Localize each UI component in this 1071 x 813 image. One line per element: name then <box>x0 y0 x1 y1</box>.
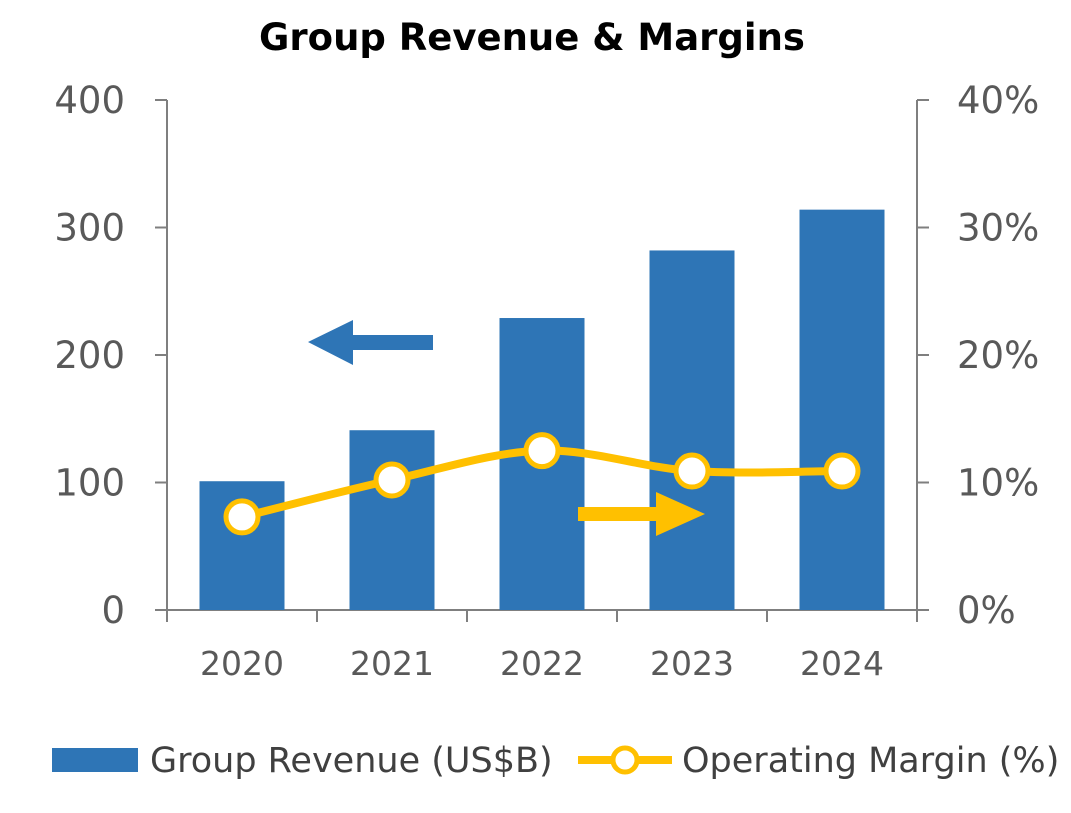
legend-line-marker <box>610 745 640 775</box>
right-axis-arrow <box>578 492 705 536</box>
x-tick-label: 2023 <box>650 644 734 683</box>
x-tick-label: 2021 <box>350 644 434 683</box>
y-right-tick-label: 40% <box>957 79 1039 122</box>
margin-point-2022 <box>523 432 561 470</box>
line-series <box>223 432 861 536</box>
bar-2021 <box>349 430 435 610</box>
legend-line-label: Operating Margin (%) <box>682 741 1059 781</box>
margin-point-2023 <box>673 452 711 490</box>
y-left-tick-label: 0 <box>101 589 125 632</box>
y-right-tick-label: 10% <box>957 462 1039 505</box>
bar-2023 <box>649 250 735 610</box>
y-left-tick-label: 400 <box>54 79 125 122</box>
y-left-tick-label: 100 <box>54 462 125 505</box>
x-tick-label: 2024 <box>800 644 884 683</box>
y-right-tick-label: 30% <box>957 207 1039 250</box>
margin-point-2020 <box>223 498 261 536</box>
y-left-tick-label: 300 <box>54 207 125 250</box>
x-tick-label: 2022 <box>500 644 584 683</box>
bars <box>199 209 885 610</box>
left-axis-arrow <box>308 320 433 365</box>
annotations <box>308 320 705 536</box>
legend-bar-swatch <box>52 748 138 772</box>
chart-title: Group Revenue & Margins <box>259 16 805 59</box>
y-right-tick-label: 20% <box>957 334 1039 377</box>
margin-point-2024 <box>823 452 861 490</box>
bar-2024 <box>799 209 885 610</box>
legend-bar-label: Group Revenue (US$B) <box>150 741 553 781</box>
margin-point-2021 <box>373 461 411 499</box>
y-right-tick-label: 0% <box>957 589 1016 632</box>
x-tick-label: 2020 <box>200 644 284 683</box>
legend: Group Revenue (US$B) Operating Margin (%) <box>52 741 1059 781</box>
y-left-tick-label: 200 <box>54 334 125 377</box>
